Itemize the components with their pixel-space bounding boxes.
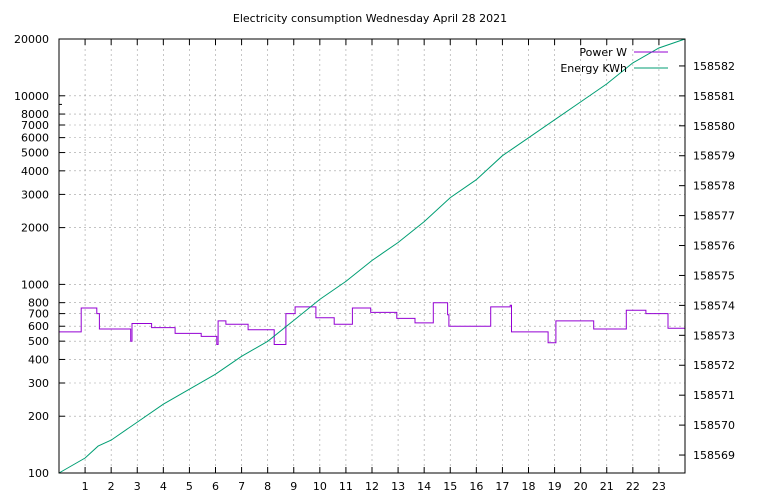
x-tick-label: 10: [313, 480, 327, 493]
y-tick-label: 500: [28, 335, 49, 348]
x-tick-label: 15: [443, 480, 457, 493]
y2-tick-label: 158573: [693, 329, 735, 342]
y-tick-label: 1000: [21, 278, 49, 291]
y2-tick-label: 158575: [693, 269, 735, 282]
y2-tick-label: 158581: [693, 90, 735, 103]
y-tick-label: 300: [28, 377, 49, 390]
y-tick-label: 7000: [21, 119, 49, 132]
x-tick-label: 16: [469, 480, 483, 493]
series-layer: [58, 38, 686, 474]
legend-label: Energy KWh: [560, 62, 627, 75]
y2-tick-label: 158576: [693, 240, 735, 253]
y2-tick-label: 158582: [693, 60, 735, 73]
y2-tick-label: 158571: [693, 389, 735, 402]
x-tick-label: 11: [339, 480, 353, 493]
y2-tick-label: 158577: [693, 210, 735, 223]
x-tick-label: 22: [626, 480, 640, 493]
x-tick-label: 5: [186, 480, 193, 493]
x-tick-label: 8: [264, 480, 271, 493]
y-tick-label: 2000: [21, 222, 49, 235]
y-tick-label: 6000: [21, 132, 49, 145]
legend-label: Power W: [579, 46, 627, 59]
y-tick-label: 4000: [21, 165, 49, 178]
legend: Power W Energy KWh: [560, 46, 668, 75]
y-tick-label: 700: [28, 308, 49, 321]
y-tick-label: 200: [28, 410, 49, 423]
y-tick-label: 100: [28, 467, 49, 480]
x-tick-label: 2: [108, 480, 115, 493]
y-tick-label: 800: [28, 297, 49, 310]
y-tick-label: 10000: [14, 90, 49, 103]
chart-title: Electricity consumption Wednesday April …: [233, 12, 507, 25]
x-tick-label: 9: [290, 480, 297, 493]
grid: [59, 38, 685, 474]
x-tick-label: 7: [238, 480, 245, 493]
x-tick-label: 14: [417, 480, 431, 493]
y-tick-label: 600: [28, 320, 49, 333]
plot-frame: [58, 38, 686, 474]
x-tick-label: 3: [134, 480, 141, 493]
x-tick-label: 20: [574, 480, 588, 493]
y2-tick-label: 158574: [693, 299, 735, 312]
x-tick-label: 13: [391, 480, 405, 493]
y2-tick-label: 158579: [693, 150, 735, 163]
x-tick-label: 12: [365, 480, 379, 493]
y-tick-label: 8000: [21, 108, 49, 121]
x-tick-label: 21: [600, 480, 614, 493]
x-tick-label: 17: [495, 480, 509, 493]
series-line-energy-kwh: [58, 38, 686, 474]
x-tick-label: 18: [522, 480, 536, 493]
x-tick-label: 1: [82, 480, 89, 493]
y2-tick-label: 158570: [693, 419, 735, 432]
x-tick-label: 19: [548, 480, 562, 493]
x-tick-label: 4: [160, 480, 167, 493]
axes: 1 2 3 4 5 6 7 8 9 10 11 12 13 14 15 16 17 18 19 20 21 22 23100…: [14, 33, 735, 493]
y2-tick-label: 158580: [693, 120, 735, 133]
series-line-power-w: [59, 302, 685, 345]
y2-tick-label: 158569: [693, 449, 735, 462]
x-tick-label: 23: [652, 480, 666, 493]
y2-tick-label: 158572: [693, 359, 735, 372]
y-tick-label: 3000: [21, 188, 49, 201]
y-tick-label: 5000: [21, 147, 49, 160]
y-tick-label: 20000: [14, 33, 49, 46]
y2-tick-label: 158578: [693, 180, 735, 193]
y-tick-label: 400: [28, 353, 49, 366]
x-tick-label: 6: [212, 480, 219, 493]
